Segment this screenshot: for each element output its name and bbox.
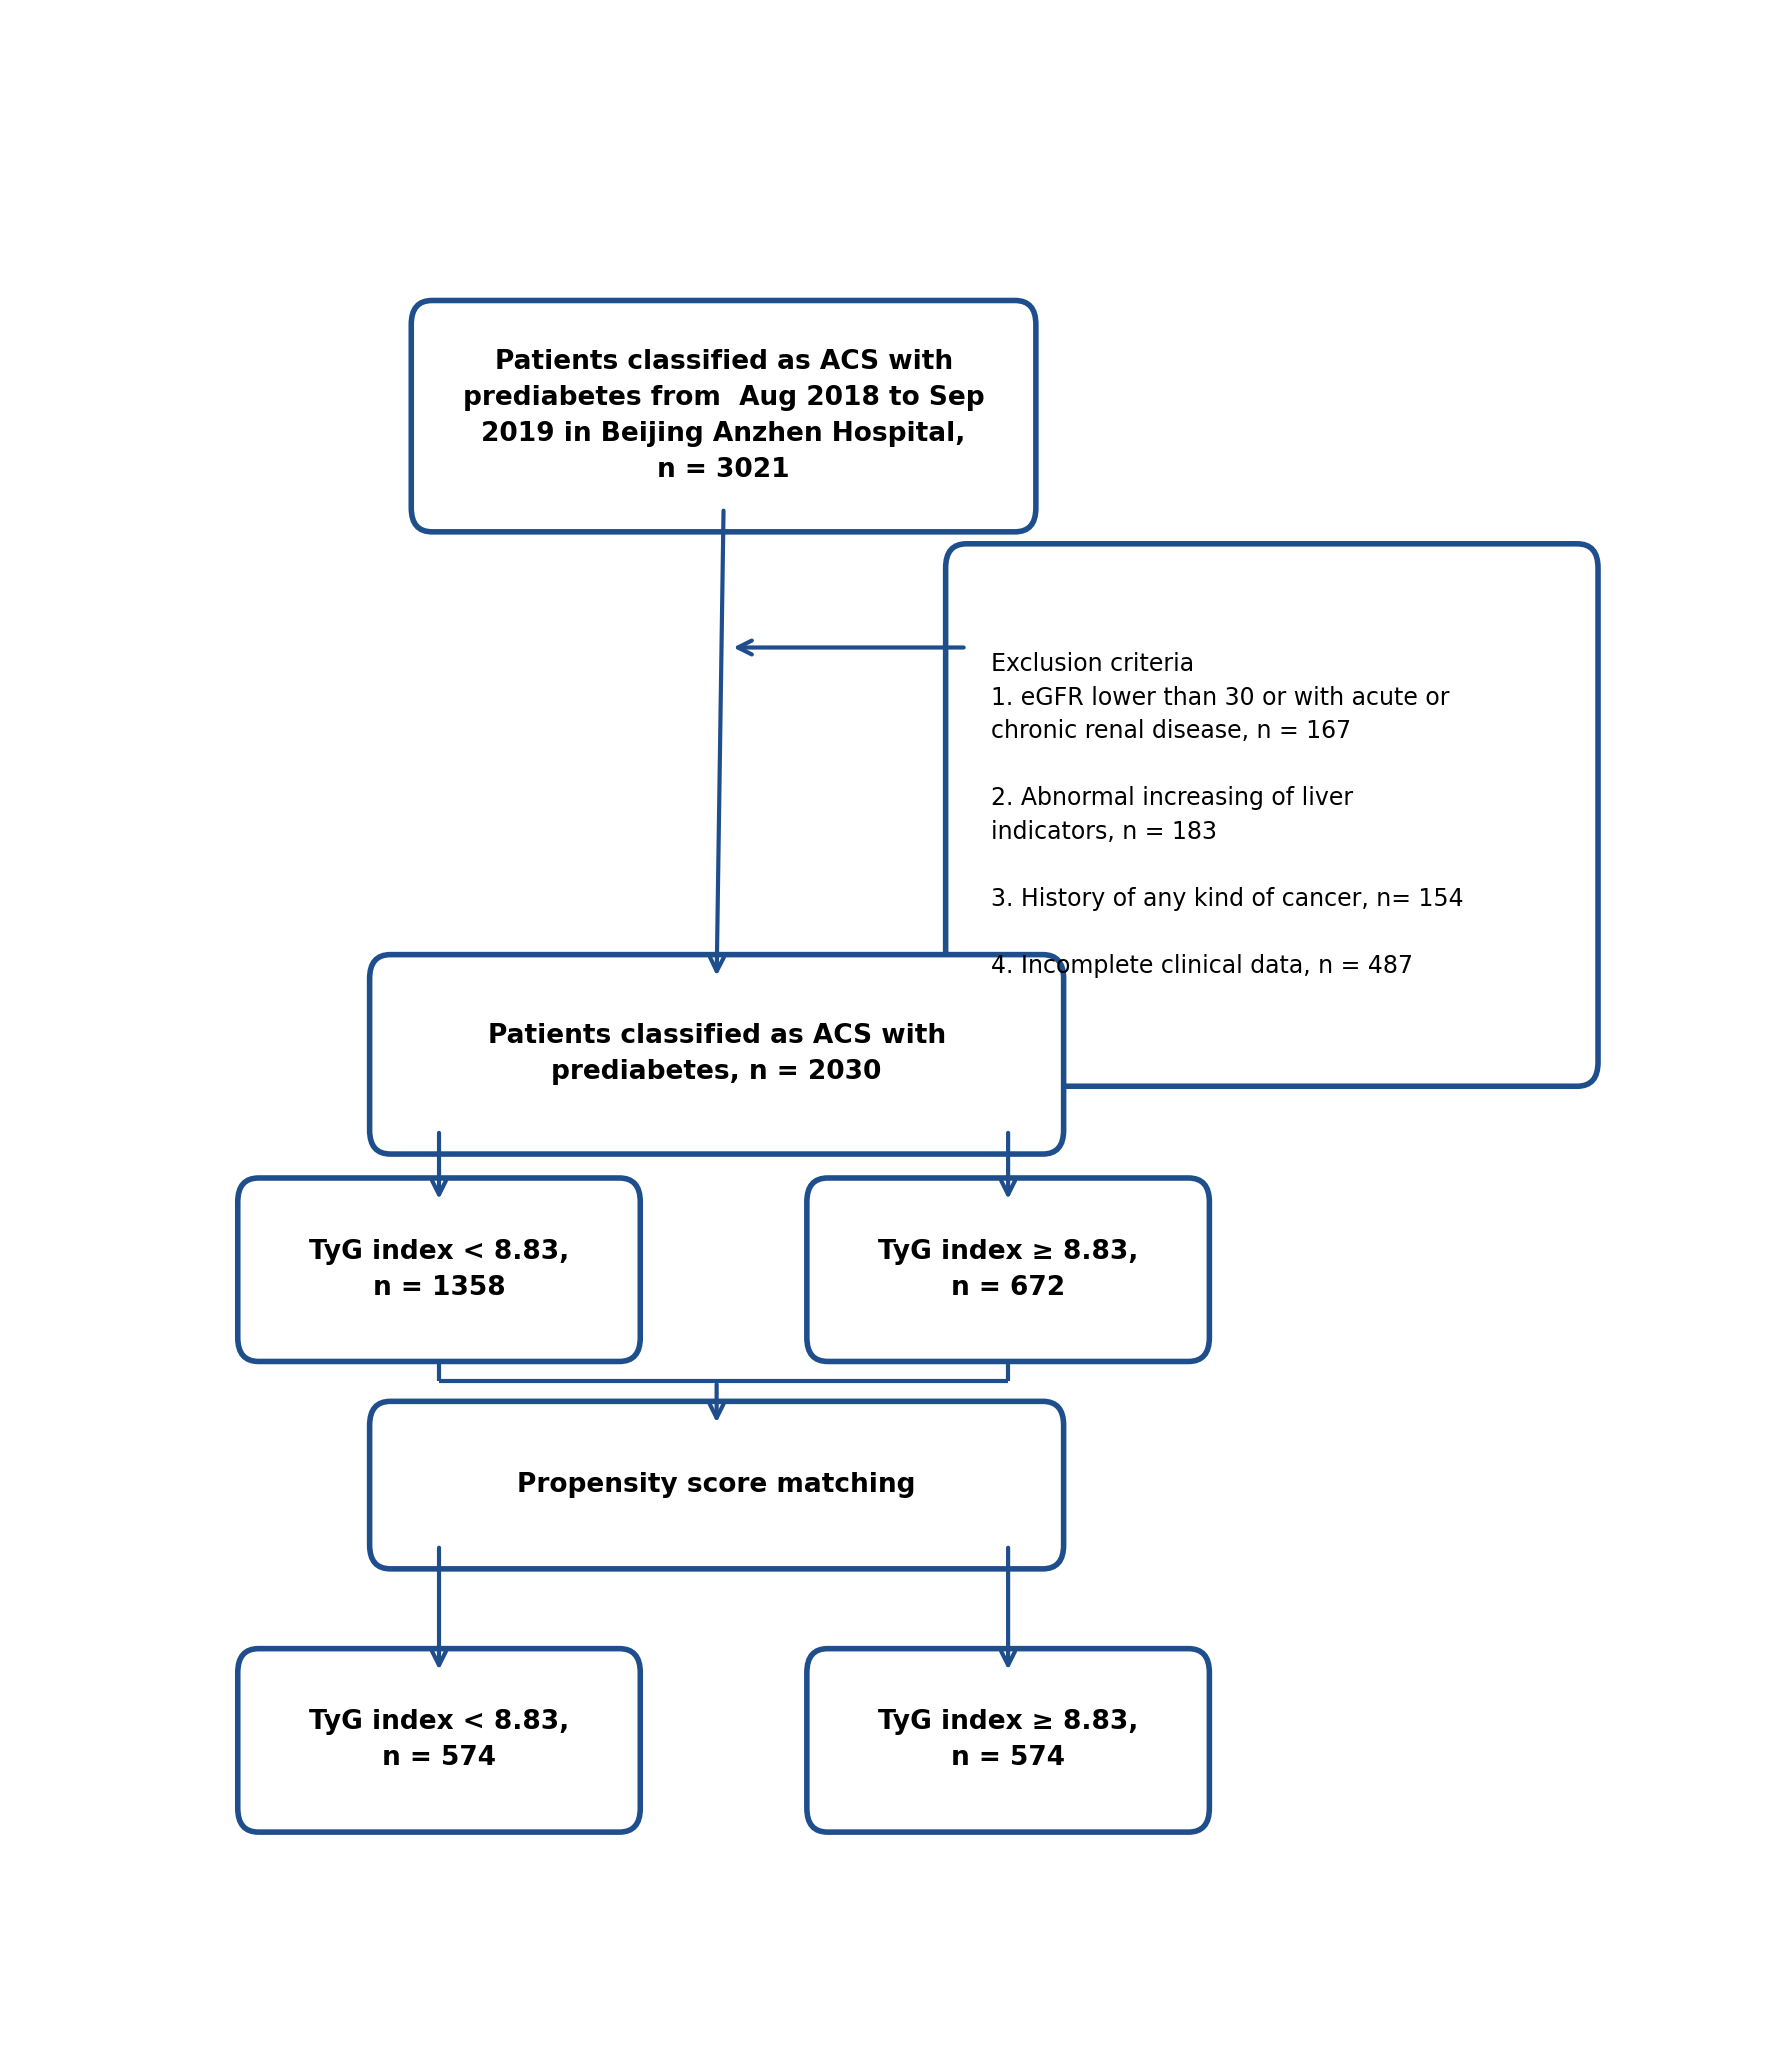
FancyBboxPatch shape [806,1179,1209,1361]
Text: Patients classified as ACS with
prediabetes, n = 2030: Patients classified as ACS with prediabe… [487,1024,946,1086]
Text: TyG index ≥ 8.83,
n = 574: TyG index ≥ 8.83, n = 574 [878,1709,1139,1772]
Text: Exclusion criteria
1. eGFR lower than 30 or with acute or
chronic renal disease,: Exclusion criteria 1. eGFR lower than 30… [992,653,1463,978]
FancyBboxPatch shape [369,1401,1064,1569]
FancyBboxPatch shape [238,1649,641,1832]
FancyBboxPatch shape [412,300,1035,533]
FancyBboxPatch shape [238,1179,641,1361]
FancyBboxPatch shape [946,543,1598,1086]
FancyBboxPatch shape [369,955,1064,1154]
Text: TyG index < 8.83,
n = 1358: TyG index < 8.83, n = 1358 [308,1239,570,1301]
Text: Patients classified as ACS with
prediabetes from  Aug 2018 to Sep
2019 in Beijin: Patients classified as ACS with prediabe… [462,350,985,483]
Text: TyG index ≥ 8.83,
n = 672: TyG index ≥ 8.83, n = 672 [878,1239,1139,1301]
FancyBboxPatch shape [806,1649,1209,1832]
Text: Propensity score matching: Propensity score matching [518,1471,915,1498]
Text: TyG index < 8.83,
n = 574: TyG index < 8.83, n = 574 [308,1709,570,1772]
